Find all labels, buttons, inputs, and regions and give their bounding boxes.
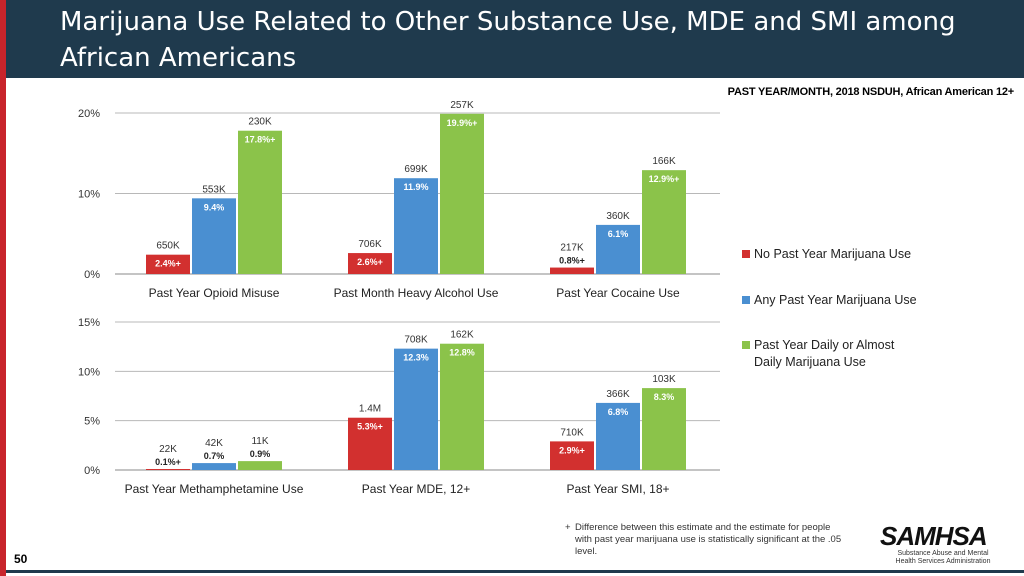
samhsa-logo: SAMHSA xyxy=(880,521,988,551)
data-label: 12.9%+ xyxy=(649,174,680,184)
samhsa-tagline: Substance Abuse and Mental Health Servic… xyxy=(895,550,991,565)
category-label: Past Year Opioid Misuse xyxy=(149,286,280,300)
y-tick-label: 5% xyxy=(84,416,100,428)
data-label: 6.8% xyxy=(608,407,629,417)
bar xyxy=(550,441,594,470)
count-label: 710K xyxy=(560,427,584,438)
count-label: 257K xyxy=(450,100,474,111)
legend-swatch-red xyxy=(742,250,750,258)
y-tick-label: 0% xyxy=(84,269,100,281)
data-label: 0.9% xyxy=(250,449,271,459)
count-label: 1.4M xyxy=(359,404,381,415)
count-label: 230K xyxy=(248,117,272,128)
bar xyxy=(440,113,484,275)
bar xyxy=(348,417,392,470)
bar xyxy=(596,402,640,470)
bar xyxy=(192,198,236,274)
data-label: 2.9%+ xyxy=(559,445,585,455)
data-label: 0.8%+ xyxy=(559,256,585,266)
count-label: 553K xyxy=(202,184,226,195)
count-label: 360K xyxy=(606,211,630,222)
count-label: 103K xyxy=(652,374,676,385)
category-label: Past Month Heavy Alcohol Use xyxy=(334,286,499,300)
bar xyxy=(348,253,392,274)
data-label: 17.8%+ xyxy=(245,135,276,145)
y-tick-label: 10% xyxy=(78,189,100,201)
category-label: Past Year MDE, 12+ xyxy=(362,482,470,496)
data-label: 0.7% xyxy=(204,451,225,461)
footnote-text: Difference between this estimate and the… xyxy=(575,522,842,557)
page-number: 50 xyxy=(14,552,28,566)
bottom-rule xyxy=(6,570,1024,573)
data-label: 6.1% xyxy=(608,229,629,239)
bar xyxy=(440,343,484,470)
bar xyxy=(394,178,438,274)
header-banner xyxy=(6,0,1024,78)
count-label: 162K xyxy=(450,330,474,341)
bar xyxy=(550,267,594,274)
y-tick-label: 0% xyxy=(84,465,100,477)
legend-swatch-green xyxy=(742,341,750,349)
y-tick-label: 10% xyxy=(78,366,100,378)
count-label: 217K xyxy=(560,243,584,254)
category-label: Past Year SMI, 18+ xyxy=(566,482,669,496)
bar xyxy=(238,461,282,470)
data-label: 19.9%+ xyxy=(447,118,478,128)
footnote-symbol: + xyxy=(565,522,571,533)
bar xyxy=(642,170,686,274)
bar xyxy=(596,224,640,274)
legend-label: Past Year Daily or Almost Daily Marijuan… xyxy=(754,338,895,369)
bar xyxy=(146,469,190,470)
count-label: 366K xyxy=(606,389,630,400)
data-label: 8.3% xyxy=(654,392,675,402)
data-label: 2.4%+ xyxy=(155,259,181,269)
bar xyxy=(146,254,190,274)
data-label: 11.9% xyxy=(403,182,428,192)
page-title: Marijuana Use Related to Other Substance… xyxy=(60,7,956,73)
data-label: 12.8% xyxy=(449,348,475,358)
count-label: 11K xyxy=(251,436,268,447)
bar xyxy=(238,130,282,274)
count-label: 42K xyxy=(205,438,223,449)
bar xyxy=(642,388,686,470)
legend-label: No Past Year Marijuana Use xyxy=(754,247,912,261)
accent-bar xyxy=(0,0,6,576)
count-label: 650K xyxy=(156,241,180,252)
y-tick-label: 15% xyxy=(78,317,100,329)
data-label: 12.3% xyxy=(403,353,429,363)
data-label: 5.3%+ xyxy=(357,422,383,432)
count-label: 708K xyxy=(404,335,428,346)
bar xyxy=(394,348,438,470)
data-label: 9.4% xyxy=(204,202,225,212)
y-tick-label: 20% xyxy=(78,108,100,120)
count-label: 166K xyxy=(652,156,676,167)
bar xyxy=(192,463,236,470)
data-label: 2.6%+ xyxy=(357,257,383,267)
count-label: 706K xyxy=(358,239,382,250)
chart-subtitle: PAST YEAR/MONTH, 2018 NSDUH, African Ame… xyxy=(727,86,1015,98)
legend-swatch-blue xyxy=(742,296,750,304)
category-label: Past Year Cocaine Use xyxy=(556,286,680,300)
count-label: 22K xyxy=(159,444,177,455)
category-label: Past Year Methamphetamine Use xyxy=(125,482,304,496)
legend-label: Any Past Year Marijuana Use xyxy=(754,293,917,307)
data-label: 0.1%+ xyxy=(155,457,181,467)
count-label: 699K xyxy=(404,164,428,175)
